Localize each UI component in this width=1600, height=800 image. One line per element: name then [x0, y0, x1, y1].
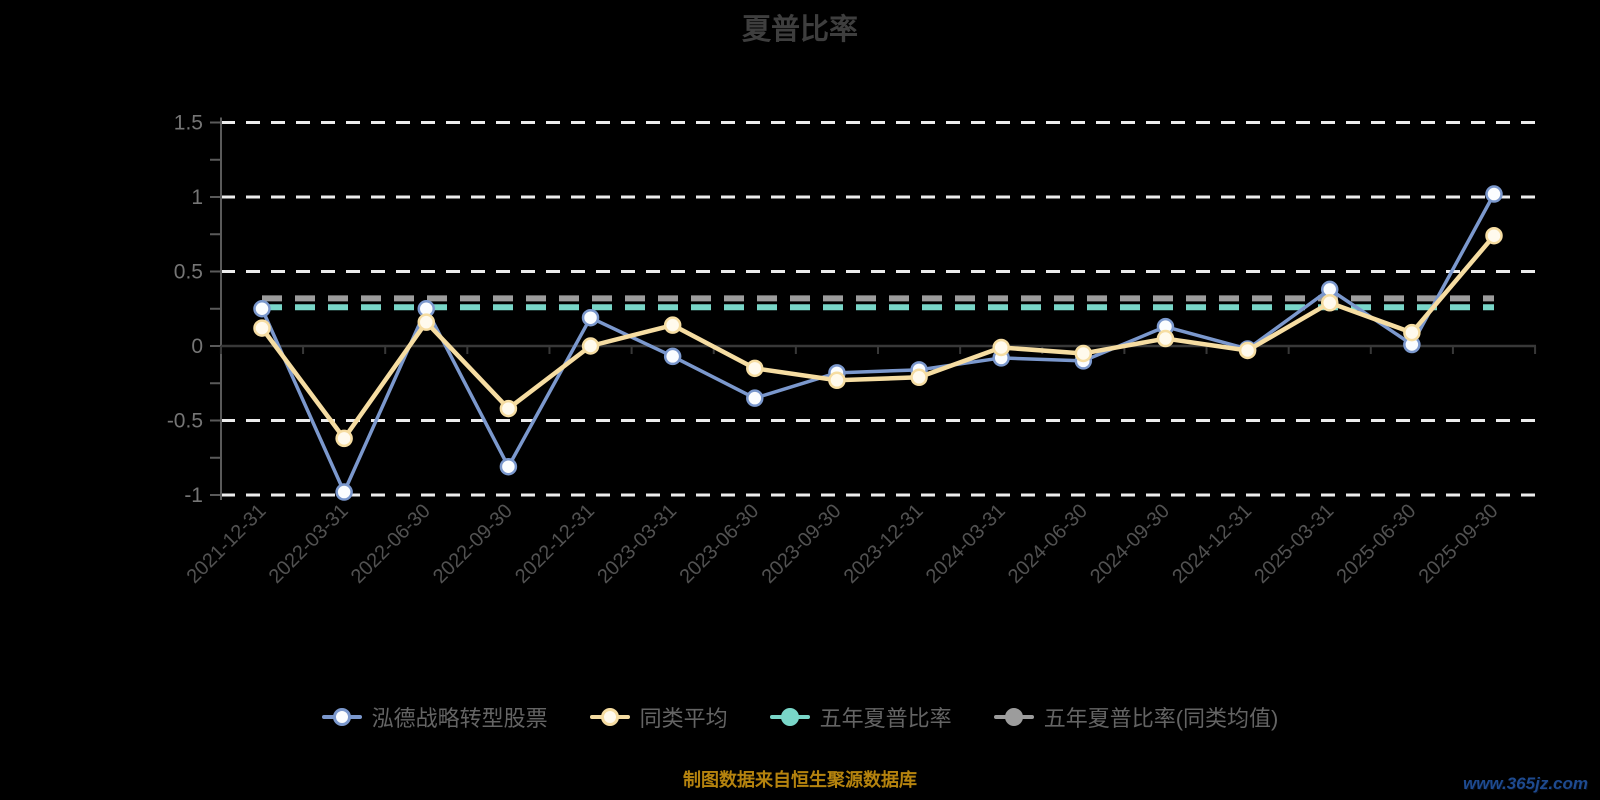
y-axis-tick-label: 0.5: [174, 261, 203, 284]
data-point-marker[interactable]: [1238, 341, 1257, 360]
legend-item-fund[interactable]: 泓德战略转型股票: [321, 701, 548, 733]
x-axis-tick-label: 2022-09-30: [429, 500, 517, 588]
data-source-note: 制图数据来自恒生聚源数据库: [683, 770, 917, 790]
data-point-marker[interactable]: [663, 316, 682, 334]
data-point-marker[interactable]: [581, 337, 600, 355]
data-point-marker[interactable]: [746, 389, 764, 407]
legend-item-5y-sharpe-category-mean[interactable]: 五年夏普比率(同类均值): [993, 701, 1279, 733]
legend-label: 五年夏普比率: [819, 706, 952, 731]
legend-label: 同类平均: [639, 706, 728, 731]
data-point-marker[interactable]: [499, 399, 518, 418]
y-axis-tick-label: -0.5: [167, 410, 203, 433]
data-point-marker[interactable]: [1320, 294, 1339, 312]
legend-label: 五年夏普比率(同类均值): [1043, 706, 1279, 731]
5y-sharpe-marker-icon: [769, 707, 810, 727]
x-axis-tick-label: 2024-12-31: [1168, 500, 1256, 588]
data-point-marker[interactable]: [417, 313, 436, 331]
data-point-marker[interactable]: [253, 300, 271, 318]
data-point-marker[interactable]: [992, 338, 1010, 357]
data-point-marker[interactable]: [499, 457, 518, 476]
x-axis-tick-label: 2022-06-30: [347, 500, 435, 588]
y-axis-tick-label: -1: [184, 484, 203, 507]
y-axis-tick-label: 1: [191, 186, 203, 209]
sharpe-ratio-plot: 1.510.50-0.5-12021-12-312022-03-312022-0…: [167, 112, 1537, 588]
data-point-marker[interactable]: [1403, 323, 1421, 342]
data-point-marker[interactable]: [910, 368, 928, 387]
watermark: www.365jz.com: [1462, 774, 1588, 793]
x-axis-tick-label: 2025-09-30: [1415, 500, 1503, 588]
data-point-marker[interactable]: [663, 347, 682, 366]
data-point-marker[interactable]: [746, 359, 764, 378]
chart-legend: 泓德战略转型股票 同类平均 五年夏普比率 五年夏普比率(同类均值): [0, 701, 1600, 733]
fund-series-marker-icon: [321, 707, 362, 727]
y-axis-tick-label: 0: [191, 335, 203, 358]
data-point-marker[interactable]: [581, 308, 600, 327]
x-axis-tick-label: 2022-03-31: [265, 500, 353, 588]
x-axis-tick-label: 2023-09-30: [758, 500, 846, 588]
legend-item-5y-sharpe[interactable]: 五年夏普比率: [769, 701, 952, 733]
series-line: [259, 233, 1497, 441]
series-line: [260, 192, 1496, 494]
x-axis-tick-label: 2024-03-31: [922, 500, 1010, 588]
data-point-marker[interactable]: [253, 319, 271, 337]
data-point-marker[interactable]: [1485, 226, 1503, 245]
5y-sharpe-category-mean-marker-icon: [993, 707, 1034, 727]
data-point-marker[interactable]: [335, 429, 353, 448]
data-point-marker[interactable]: [828, 371, 846, 390]
x-axis-tick-label: 2022-12-31: [511, 500, 599, 588]
category-average-marker-icon: [589, 707, 630, 727]
legend-item-category-average[interactable]: 同类平均: [589, 701, 728, 733]
x-axis-tick-label: 2024-06-30: [1004, 500, 1092, 588]
data-point-marker[interactable]: [1485, 185, 1503, 203]
chart-title: 夏普比率: [741, 14, 858, 46]
y-axis-tick-label: 1.5: [174, 112, 203, 135]
data-point-marker[interactable]: [335, 483, 353, 501]
x-axis-tick-label: 2023-06-30: [675, 500, 763, 588]
x-axis-tick-label: 2025-06-30: [1333, 500, 1421, 588]
x-axis-tick-label: 2023-12-31: [840, 500, 928, 588]
data-point-marker[interactable]: [1156, 329, 1175, 348]
x-axis-tick-label: 2024-09-30: [1086, 500, 1174, 588]
x-axis-tick-label: 2025-03-31: [1250, 500, 1338, 588]
x-axis-tick-label: 2023-03-31: [593, 500, 681, 588]
x-axis-tick-label: 2021-12-31: [183, 500, 271, 588]
legend-label: 泓德战略转型股票: [371, 706, 548, 731]
data-point-marker[interactable]: [1074, 344, 1093, 363]
